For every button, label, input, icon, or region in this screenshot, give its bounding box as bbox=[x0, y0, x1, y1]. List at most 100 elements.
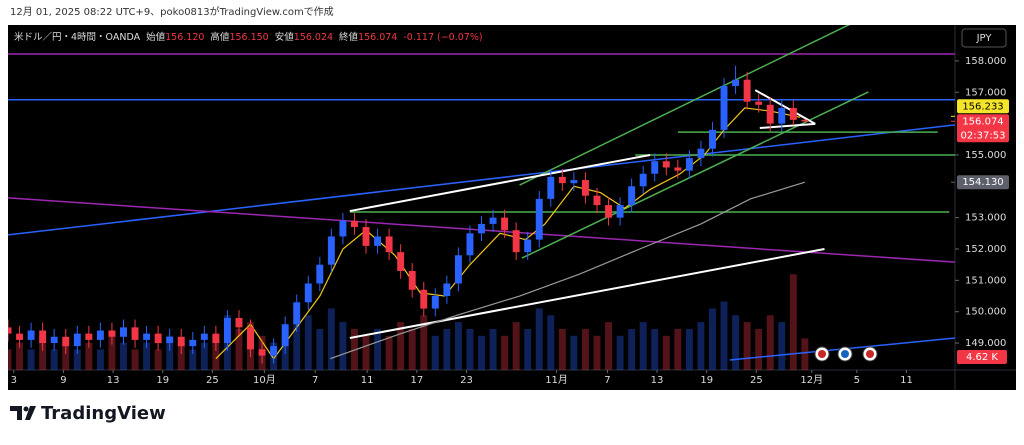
volume-bar bbox=[131, 349, 139, 370]
candle-body bbox=[131, 327, 139, 340]
x-tick-label: 9 bbox=[60, 375, 66, 386]
candle-body bbox=[62, 336, 70, 347]
x-tick-label: 25 bbox=[206, 375, 219, 386]
candle-body bbox=[801, 119, 809, 122]
logo-text: TradingView bbox=[41, 403, 166, 424]
x-tick-label: 13 bbox=[107, 375, 120, 386]
volume-bar bbox=[212, 335, 220, 370]
logo-icon bbox=[10, 406, 36, 420]
volume-bar bbox=[339, 322, 347, 370]
legend-field-value: 156.024 bbox=[294, 32, 333, 43]
candle-body bbox=[535, 198, 543, 240]
legend-field-value: 156.150 bbox=[229, 32, 268, 43]
volume-bar bbox=[732, 315, 740, 370]
volume-bar bbox=[558, 328, 566, 370]
x-tick-label: 3 bbox=[11, 375, 17, 386]
candle-body bbox=[697, 148, 705, 159]
candle-body bbox=[339, 220, 347, 237]
y-tick-label: 152.000 bbox=[965, 244, 1006, 255]
candle-body bbox=[50, 336, 58, 344]
volume-bar bbox=[685, 328, 693, 370]
candle-body bbox=[558, 176, 566, 184]
volume-bar bbox=[547, 315, 555, 370]
candle-body bbox=[154, 333, 162, 344]
plot bbox=[8, 25, 955, 370]
volume-bar bbox=[85, 342, 93, 370]
y-tick-label: 157.000 bbox=[965, 87, 1006, 98]
legend-field-value: 156.120 bbox=[165, 32, 204, 43]
volume-bar bbox=[431, 335, 439, 370]
volume-bar bbox=[39, 335, 47, 370]
candle-body bbox=[570, 180, 578, 184]
candle-body bbox=[651, 161, 659, 174]
candle-body bbox=[662, 161, 670, 168]
x-tick-label: 12月 bbox=[800, 374, 823, 386]
volume-bar bbox=[408, 328, 416, 370]
price-badge-text: 154.130 bbox=[962, 177, 1003, 188]
y-tick-label: 155.000 bbox=[965, 150, 1006, 161]
volume-bar bbox=[293, 322, 301, 370]
volume-bar bbox=[143, 342, 151, 370]
volume-bar bbox=[524, 328, 532, 370]
volume-bar bbox=[8, 349, 12, 370]
candle-body bbox=[73, 333, 81, 347]
x-tick-label: 5 bbox=[854, 375, 860, 386]
volume-bar bbox=[743, 322, 751, 370]
volume-bar bbox=[189, 349, 197, 370]
candle-body bbox=[512, 230, 520, 253]
volume-bar bbox=[177, 342, 185, 370]
x-tick-label: 13 bbox=[651, 375, 664, 386]
candle-body bbox=[501, 217, 509, 231]
price-badge-text: 156.233 bbox=[962, 101, 1003, 112]
countdown: 02:37:53 bbox=[961, 130, 1006, 141]
volume-bar bbox=[374, 328, 382, 370]
volume-bar bbox=[466, 328, 474, 370]
candle-body bbox=[743, 79, 751, 102]
chart-panel bbox=[8, 25, 1016, 390]
candle-body bbox=[397, 252, 405, 271]
x-tick-label: 19 bbox=[156, 375, 169, 386]
volume-bar bbox=[27, 349, 35, 370]
candle-body bbox=[350, 220, 358, 228]
x-tick-label: 11月 bbox=[545, 374, 568, 386]
currency-box[interactable] bbox=[961, 28, 1007, 48]
x-tick-label: 10月 bbox=[253, 374, 276, 386]
volume-bar bbox=[755, 328, 763, 370]
candle-body bbox=[166, 336, 174, 344]
volume-bar bbox=[443, 328, 451, 370]
candle-body bbox=[120, 327, 127, 337]
price-badge bbox=[957, 99, 1009, 114]
candle-body bbox=[108, 330, 116, 337]
logo-mark bbox=[10, 406, 22, 420]
flag bbox=[818, 350, 826, 358]
candle-body bbox=[709, 129, 716, 149]
candle-body bbox=[685, 158, 693, 171]
volume-bar bbox=[651, 328, 659, 370]
x-tick-label: 11 bbox=[361, 375, 374, 386]
candle-body bbox=[200, 333, 208, 340]
volume-bar bbox=[709, 308, 716, 370]
candle-body bbox=[316, 264, 324, 284]
candle-body bbox=[16, 333, 24, 340]
volume-bar bbox=[166, 335, 174, 370]
candle-body bbox=[778, 107, 786, 124]
candle-body bbox=[489, 217, 497, 224]
volume-bar bbox=[570, 335, 578, 370]
y-tick-label: 153.000 bbox=[965, 213, 1006, 224]
logo-mark bbox=[23, 406, 29, 412]
volume-bar bbox=[304, 315, 312, 370]
volume-bar bbox=[489, 328, 497, 370]
flag bbox=[841, 350, 849, 358]
volume-bar bbox=[50, 349, 58, 370]
candle-body bbox=[270, 346, 278, 356]
volume-bar bbox=[616, 335, 624, 370]
volume-bar bbox=[327, 308, 335, 370]
volume-bar bbox=[73, 349, 81, 370]
volume-bar bbox=[535, 308, 543, 370]
volume-bar bbox=[778, 322, 786, 370]
candle-body bbox=[420, 289, 428, 309]
candle-body bbox=[628, 186, 636, 206]
volume-bar bbox=[96, 349, 104, 370]
trend-line bbox=[759, 122, 816, 129]
